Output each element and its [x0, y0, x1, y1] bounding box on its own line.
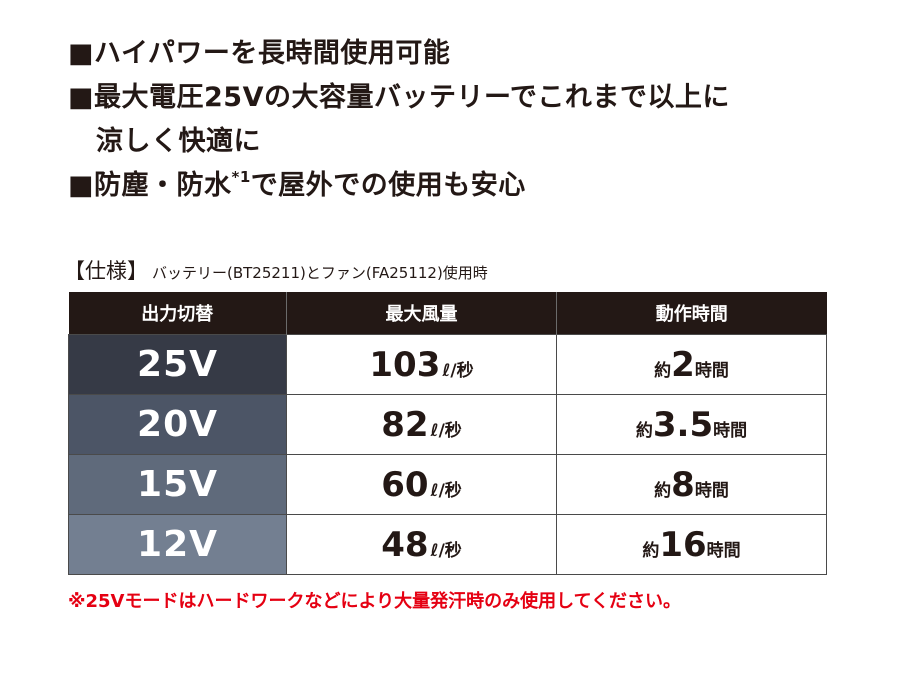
header-airflow: 最大風量: [286, 292, 557, 335]
runtime-prefix: 約: [642, 540, 660, 561]
voltage-cell: 20V: [68, 394, 287, 455]
runtime-value: 8: [671, 464, 695, 505]
header-output: 出力切替: [68, 292, 287, 335]
runtime-unit: 時間: [706, 540, 741, 561]
airflow-cell: 60 ℓ/秒: [286, 454, 557, 515]
spec-table: 出力切替 最大風量 動作時間 25V 103 ℓ/秒 約2時間 20V 82 ℓ/秒…: [68, 292, 827, 575]
voltage-cell: 25V: [68, 334, 287, 395]
table-row: 25V 103 ℓ/秒 約2時間: [68, 334, 827, 395]
feature-battery: ■最大電圧25Vの大容量バッテリーでこれまで以上に: [68, 82, 730, 113]
table-row: 20V 82 ℓ/秒 約3.5時間: [68, 394, 827, 455]
airflow-unit: ℓ/秒: [430, 540, 462, 561]
feature-waterproof-text: ■防塵・防水: [68, 170, 232, 201]
header-runtime: 動作時間: [556, 292, 827, 335]
feature-list: ■ハイパワーを長時間使用可能 ■最大電圧25Vの大容量バッテリーでこれまで以上に…: [68, 32, 868, 208]
spec-header-row: 出力切替 最大風量 動作時間: [68, 292, 827, 335]
feature-waterproof-text-after: で屋外での使用も安心: [250, 170, 526, 201]
runtime-prefix: 約: [654, 360, 672, 381]
table-row: 15V 60 ℓ/秒 約8時間: [68, 454, 827, 515]
runtime-value: 2: [671, 344, 695, 385]
voltage-cell: 15V: [68, 454, 287, 515]
runtime-prefix: 約: [635, 420, 653, 441]
airflow-unit: ℓ/秒: [430, 420, 462, 441]
airflow-cell: 48 ℓ/秒: [286, 514, 557, 575]
feature-battery-continued: 涼しく快適に: [96, 126, 261, 157]
airflow-value: 60: [381, 464, 429, 505]
runtime-cell: 約8時間: [556, 454, 827, 515]
runtime-cell: 約2時間: [556, 334, 827, 395]
feature-waterproof: ■防塵・防水*1で屋外での使用も安心: [68, 164, 868, 208]
voltage-cell: 12V: [68, 514, 287, 575]
spec-heading: 【仕様】 バッテリー(BT25211)とファン(FA25112)使用時: [64, 256, 488, 288]
feature-high-power: ■ハイパワーを長時間使用可能: [68, 38, 451, 69]
usage-note: ※25Vモードはハードワークなどにより大量発汗時のみ使用してください。: [68, 591, 682, 612]
airflow-unit: ℓ/秒: [442, 360, 474, 381]
runtime-unit: 時間: [694, 480, 729, 501]
runtime-prefix: 約: [654, 480, 672, 501]
airflow-value: 82: [381, 404, 429, 445]
table-row: 12V 48 ℓ/秒 約16時間: [68, 514, 827, 575]
runtime-cell: 約3.5時間: [556, 394, 827, 455]
runtime-cell: 約16時間: [556, 514, 827, 575]
airflow-cell: 82 ℓ/秒: [286, 394, 557, 455]
footnote-marker: *1: [231, 168, 251, 186]
runtime-unit: 時間: [694, 360, 729, 381]
airflow-cell: 103 ℓ/秒: [286, 334, 557, 395]
runtime-value: 3.5: [652, 404, 714, 445]
airflow-value: 48: [381, 524, 429, 565]
airflow-value: 103: [369, 344, 441, 385]
airflow-unit: ℓ/秒: [430, 480, 462, 501]
runtime-unit: 時間: [713, 420, 748, 441]
spec-subtitle: バッテリー(BT25211)とファン(FA25112)使用時: [152, 264, 488, 282]
spec-label: 【仕様】: [64, 259, 148, 283]
runtime-value: 16: [659, 524, 707, 565]
